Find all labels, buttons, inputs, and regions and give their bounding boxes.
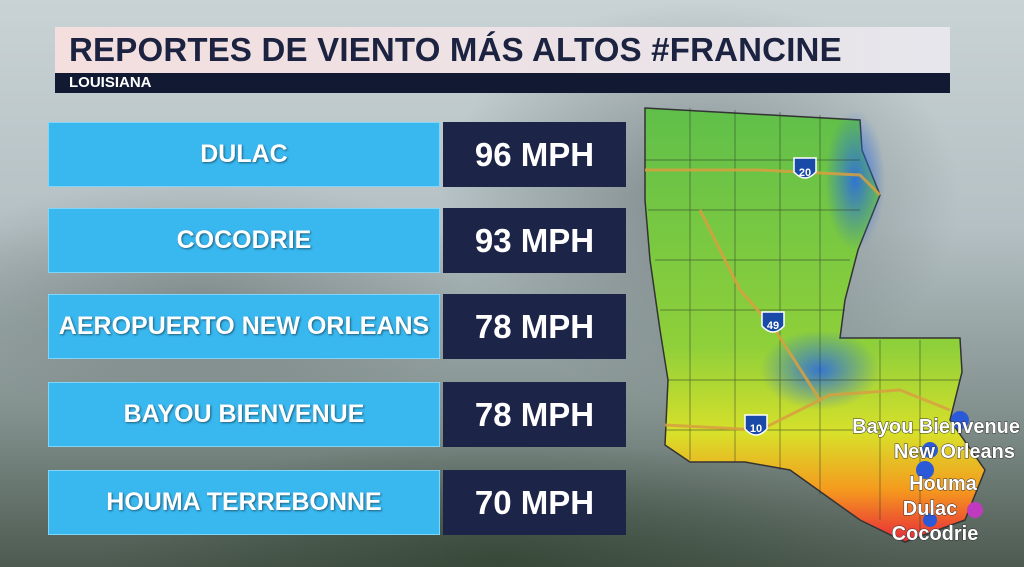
report-row: DULAC 96 MPH [48, 122, 626, 187]
report-location: COCODRIE [48, 208, 440, 273]
report-location: HOUMA TERREBONNE [48, 470, 440, 535]
interstate-shield-icon: 10 [744, 414, 768, 436]
report-markers [916, 411, 983, 527]
report-wind-speed: 93 MPH [443, 208, 626, 273]
map-label: Bayou Bienvenue [852, 416, 1020, 438]
report-location: DULAC [48, 122, 440, 187]
report-wind-speed: 70 MPH [443, 470, 626, 535]
report-row: HOUMA TERREBONNE 70 MPH [48, 470, 626, 535]
interstate-shield-icon: 49 [761, 311, 785, 333]
report-row: AEROPUERTO NEW ORLEANS 78 MPH [48, 294, 626, 359]
interstate-label: 49 [767, 320, 779, 332]
report-row: BAYOU BIENVENUE 78 MPH [48, 382, 626, 447]
map-label: Cocodrie [892, 523, 979, 545]
report-wind-speed: 96 MPH [443, 122, 626, 187]
report-wind-speed: 78 MPH [443, 294, 626, 359]
map-label: Houma [909, 473, 978, 495]
interstate-label: 10 [750, 423, 762, 435]
map-label: New Orleans [894, 441, 1015, 463]
report-location: BAYOU BIENVENUE [48, 382, 440, 447]
parish-lines [645, 108, 960, 540]
interstate-shield-icon: 20 [793, 157, 817, 179]
page-title: REPORTES DE VIENTO MÁS ALTOS #FRANCINE [55, 27, 950, 73]
map-label: Dulac [903, 498, 957, 520]
report-wind-speed: 78 MPH [443, 382, 626, 447]
report-row: COCODRIE 93 MPH [48, 208, 626, 273]
interstate-label: 20 [799, 167, 811, 179]
report-location: AEROPUERTO NEW ORLEANS [48, 294, 440, 359]
wind-zone [825, 110, 885, 250]
region-subtitle: LOUISIANA [55, 73, 950, 93]
